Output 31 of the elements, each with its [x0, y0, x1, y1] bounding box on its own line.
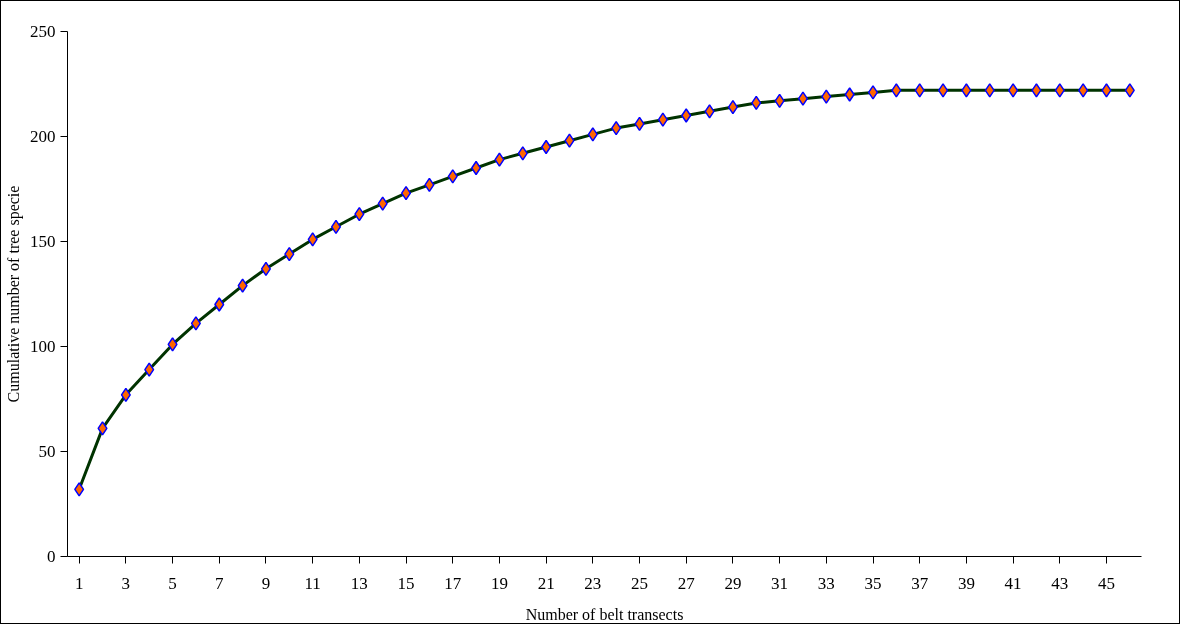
x-tick-label: 9	[261, 573, 271, 593]
x-tick-label: 21	[537, 573, 555, 593]
x-axis-title: Number of belt transects	[525, 605, 684, 623]
x-tick-label: 45	[1097, 573, 1115, 593]
y-axis-title: Cumulative number of tree specie	[5, 185, 23, 403]
x-tick-label: 27	[677, 573, 696, 593]
y-tick-label: 200	[30, 127, 56, 146]
x-tick-label: 29	[724, 573, 742, 593]
x-tick-label: 31	[771, 573, 789, 593]
x-tick-label: 1	[74, 573, 84, 593]
x-tick-label: 23	[584, 573, 602, 593]
x-tick-label: 15	[397, 573, 415, 593]
x-tick-label: 7	[215, 573, 225, 593]
y-tick-label: 100	[30, 337, 56, 356]
x-tick-label: 39	[957, 573, 975, 593]
y-tick-label: 250	[30, 22, 56, 41]
x-tick-label: 5	[168, 573, 177, 593]
x-tick-label: 43	[1051, 573, 1069, 593]
x-tick-label: 17	[444, 573, 462, 593]
y-tick-label: 150	[30, 232, 56, 251]
x-tick-label: 3	[121, 573, 131, 593]
x-tick-label: 19	[490, 573, 508, 593]
x-tick-label: 13	[350, 573, 368, 593]
x-tick-label: 33	[817, 573, 835, 593]
x-tick-label: 41	[1004, 573, 1022, 593]
y-tick-label: 50	[38, 442, 56, 461]
y-tick-label: 0	[47, 547, 56, 566]
x-tick-label: 11	[304, 573, 321, 593]
x-tick-label: 37	[911, 573, 929, 593]
x-tick-label: 35	[864, 573, 882, 593]
x-tick-label: 25	[631, 573, 649, 593]
